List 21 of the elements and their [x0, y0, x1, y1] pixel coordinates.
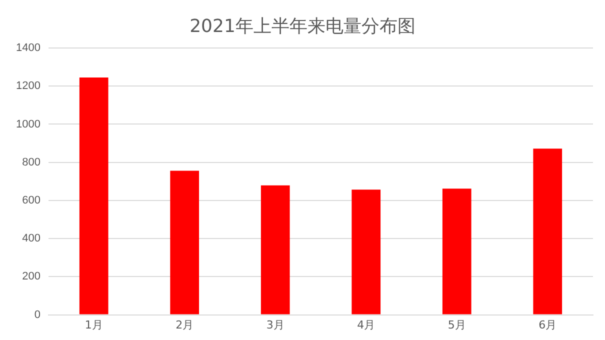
x-tick-label: 1月 — [84, 318, 103, 332]
chart-title: 2021年上半年来电量分布图 — [188, 15, 416, 38]
y-tick-label: 0 — [34, 308, 40, 321]
y-tick-label: 1400 — [16, 42, 40, 54]
x-tick-label: 3月 — [266, 318, 284, 332]
x-tick-label: 4月 — [357, 318, 376, 332]
y-tick-label: 1000 — [16, 118, 40, 130]
y-tick-label: 1200 — [16, 80, 40, 92]
bar — [533, 148, 562, 314]
bar — [260, 185, 290, 314]
y-tick-label: 200 — [22, 270, 40, 283]
bar — [442, 188, 472, 314]
y-tick-label: 400 — [22, 232, 40, 245]
y-tick-label: 800 — [22, 156, 40, 168]
y-tick-label: 600 — [22, 194, 40, 206]
bar — [352, 190, 381, 314]
x-tick-label: 6月 — [538, 318, 557, 332]
bar — [170, 170, 200, 314]
x-tick-label: 5月 — [448, 318, 466, 332]
bar — [79, 78, 108, 314]
x-tick-label: 2月 — [176, 318, 194, 332]
